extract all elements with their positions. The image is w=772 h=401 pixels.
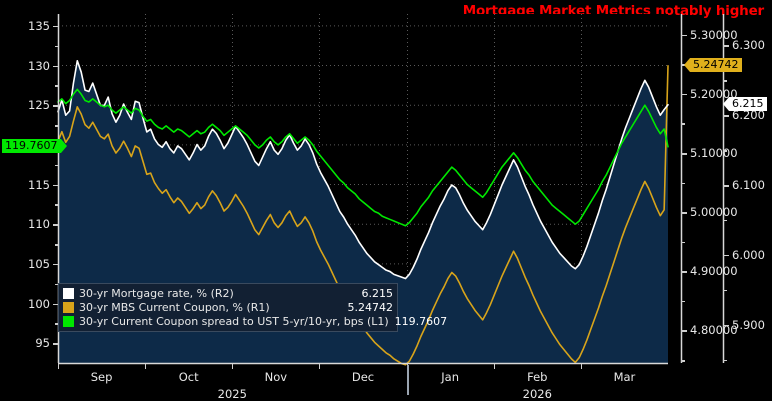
badge-pointer bbox=[60, 138, 67, 153]
x-axis-month-label: Dec bbox=[351, 370, 375, 384]
x-axis-month-label: Oct bbox=[178, 370, 199, 384]
legend-color-swatch bbox=[63, 287, 74, 299]
left-axis-tick bbox=[53, 25, 58, 28]
r1-axis-minor-tick bbox=[681, 93, 685, 96]
r1-axis-value-badge: 5.24742 bbox=[684, 57, 742, 72]
x-axis-tick bbox=[319, 364, 320, 369]
left-badge-text: 119.7607 bbox=[5, 138, 58, 152]
r2-axis-tick-label: 6.300 bbox=[732, 38, 765, 53]
legend-item[interactable]: 30-yr Current Coupon spread to UST 5-yr/… bbox=[63, 314, 447, 328]
legend-value: 6.215 bbox=[361, 286, 394, 300]
left-axis-tick-label: 115 bbox=[28, 177, 50, 192]
x-axis-month-label: Mar bbox=[613, 370, 636, 384]
r1-badge-text: 5.24742 bbox=[693, 57, 739, 71]
year-separator bbox=[407, 365, 409, 395]
r1-axis-tick-label: 5.00000 bbox=[690, 205, 738, 220]
legend-item[interactable]: 30-yr MBS Current Coupon, % (R1) 5.24742 bbox=[63, 300, 393, 314]
left-axis-tick bbox=[53, 263, 58, 266]
r2-axis-minor-tick bbox=[723, 289, 727, 292]
left-axis-tick-label: 100 bbox=[28, 296, 50, 311]
r2-axis-minor-tick bbox=[723, 254, 727, 257]
r2-axis-tick-label: 5.900 bbox=[732, 317, 765, 332]
x-axis-month-label: Sep bbox=[90, 370, 113, 384]
x-axis-tick bbox=[58, 364, 59, 369]
x-axis-year-label: 2025 bbox=[217, 387, 247, 401]
left-axis-tick-label: 95 bbox=[35, 336, 50, 351]
r1-axis-minor-tick bbox=[681, 212, 685, 214]
r2-axis-minor-tick bbox=[723, 45, 727, 47]
r2-axis-tick-label: 6.100 bbox=[732, 178, 765, 192]
r1-axis-tick bbox=[681, 330, 687, 332]
left-axis-minor-tick bbox=[55, 204, 58, 206]
r2-axis-tick bbox=[723, 324, 729, 327]
legend-color-swatch bbox=[63, 315, 74, 327]
left-axis-tick bbox=[53, 105, 58, 107]
r2-axis-minor-tick bbox=[723, 219, 727, 222]
left-axis-tick bbox=[53, 303, 58, 305]
chart-legend: 30-yr Mortgage rate, % (R2) 6.215 30-yr MB… bbox=[58, 283, 447, 332]
r1-axis-minor-tick bbox=[681, 182, 685, 185]
x-axis-tick bbox=[581, 364, 582, 369]
r2-badge-text: 6.215 bbox=[732, 96, 764, 110]
legend-value: 119.7607 bbox=[394, 314, 448, 328]
left-axis-minor-tick bbox=[55, 164, 58, 167]
left-axis-minor-tick bbox=[55, 125, 58, 127]
r1-axis-tick-label: 4.90000 bbox=[690, 264, 738, 279]
r1-axis-minor-tick bbox=[681, 153, 685, 155]
badge-pointer bbox=[723, 96, 729, 111]
left-axis-minor-tick bbox=[55, 244, 58, 246]
r2-axis-minor-tick bbox=[723, 359, 727, 361]
r1-axis-tick-label: 5.10000 bbox=[690, 146, 738, 160]
left-axis-tick bbox=[53, 343, 58, 345]
left-axis-minor-tick bbox=[55, 323, 58, 325]
r1-axis-tick-label: 4.80000 bbox=[690, 323, 738, 338]
r2-axis-tick-label: 6.000 bbox=[732, 247, 765, 262]
badge-pointer bbox=[684, 57, 690, 72]
r2-axis-tick-label: 6.200 bbox=[732, 108, 765, 123]
r1-axis-minor-tick bbox=[681, 241, 685, 244]
left-axis-tick-label: 110 bbox=[28, 217, 50, 232]
left-axis-tick-label: 105 bbox=[28, 256, 50, 271]
legend-label: 30-yr MBS Current Coupon, % (R1) bbox=[79, 300, 270, 314]
r1-axis-minor-tick bbox=[681, 123, 685, 125]
x-axis-tick bbox=[145, 364, 146, 369]
left-axis-value-badge: 119.7607 bbox=[2, 138, 67, 153]
x-axis-tick bbox=[232, 364, 233, 369]
r1-axis-tick-label: 5.30000 bbox=[690, 27, 738, 42]
r1-axis-minor-tick bbox=[681, 360, 685, 362]
legend-label: 30-yr Current Coupon spread to UST 5-yr/… bbox=[79, 314, 389, 328]
r1-axis-minor-tick bbox=[681, 271, 685, 273]
r2-axis-minor-tick bbox=[723, 115, 727, 117]
r1-axis-minor-tick bbox=[681, 300, 685, 303]
x-axis-month-label: Jan bbox=[441, 370, 459, 384]
left-axis-tick bbox=[53, 224, 58, 226]
left-axis-minor-tick bbox=[55, 85, 58, 87]
left-axis-minor-tick bbox=[55, 283, 58, 286]
x-axis-month-label: Nov bbox=[264, 370, 288, 384]
r1-axis-minor-tick bbox=[681, 64, 685, 66]
r2-axis-minor-tick bbox=[723, 150, 727, 152]
left-axis-tick-label: 135 bbox=[28, 18, 50, 33]
r2-axis-minor-tick bbox=[723, 185, 727, 187]
legend-item[interactable]: 30-yr Mortgage rate, % (R2) 6.215 bbox=[63, 286, 393, 300]
legend-color-swatch bbox=[63, 301, 74, 313]
left-axis-tick-label: 125 bbox=[28, 98, 50, 113]
legend-label: 30-yr Mortgage rate, % (R2) bbox=[79, 286, 234, 300]
x-axis-tick bbox=[494, 364, 495, 369]
legend-value: 5.24742 bbox=[347, 300, 394, 314]
x-axis-month-label: Feb bbox=[527, 370, 548, 384]
r1-axis-minor-tick bbox=[681, 34, 685, 37]
r2-axis-minor-tick bbox=[723, 80, 727, 82]
left-axis-tick bbox=[53, 65, 58, 68]
left-axis-tick bbox=[53, 184, 58, 187]
x-axis-year-label: 2026 bbox=[522, 387, 552, 401]
r2-axis-value-badge: 6.215 bbox=[723, 96, 767, 111]
left-axis-minor-tick bbox=[55, 45, 58, 48]
left-axis-tick-label: 130 bbox=[28, 58, 50, 73]
